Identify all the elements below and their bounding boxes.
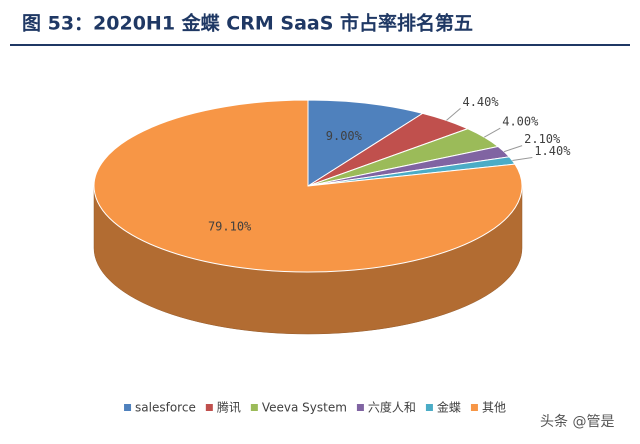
value-label: 79.10% bbox=[208, 219, 252, 233]
pie-slice bbox=[307, 99, 424, 187]
value-label: 4.40% bbox=[462, 95, 499, 109]
legend-label: 六度人和 bbox=[368, 400, 416, 415]
legend-swatch bbox=[124, 404, 132, 411]
legend-label: 其他 bbox=[482, 401, 506, 415]
legend: salesforce 腾讯 Veeva System 六度人和 金蝶 其他 bbox=[124, 400, 506, 415]
legend-swatch bbox=[356, 404, 364, 411]
pie-slice bbox=[93, 99, 523, 273]
watermark: 头条 @管是 bbox=[540, 413, 614, 430]
legend-swatch bbox=[250, 404, 258, 411]
legend-swatch bbox=[205, 404, 213, 411]
legend-label: Veeva System bbox=[262, 401, 347, 415]
value-label: 1.40% bbox=[534, 144, 571, 158]
leader-line bbox=[512, 156, 533, 161]
legend-swatch bbox=[425, 404, 433, 411]
chart-title: 图 53：2020H1 金蝶 CRM SaaS 市占率排名第五 bbox=[22, 12, 473, 35]
value-label: 9.00% bbox=[326, 129, 363, 143]
legend-label: 腾讯 bbox=[217, 400, 241, 415]
leader-line bbox=[446, 108, 461, 121]
value-label: 4.00% bbox=[502, 115, 539, 129]
legend-swatch bbox=[470, 404, 478, 411]
legend-label: 金蝶 bbox=[437, 400, 461, 415]
leader-line bbox=[483, 127, 501, 138]
legend-label: salesforce bbox=[135, 401, 196, 415]
value-label: 2.10% bbox=[524, 132, 561, 146]
leader-line bbox=[503, 145, 523, 153]
